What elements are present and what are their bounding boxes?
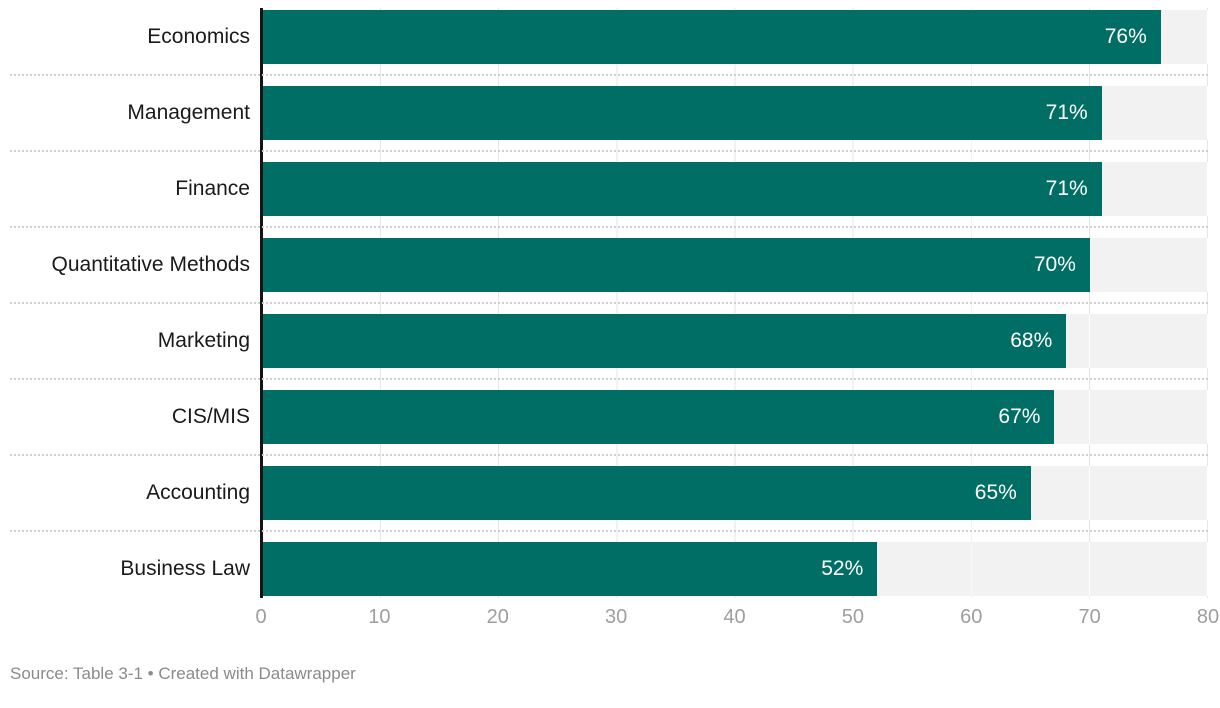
chart-row: Quantitative Methods 70% (10, 236, 1208, 312)
row-separator (10, 74, 1208, 76)
bar-value-label: 68% (1010, 329, 1053, 352)
bar[interactable]: 71% (263, 162, 1102, 216)
chart-row: Management 71% (10, 84, 1208, 160)
row-separator (10, 150, 1208, 152)
bar-value-label: 76% (1104, 25, 1147, 48)
bar-value-label: 52% (821, 557, 864, 580)
row-separator (10, 302, 1208, 304)
chart-row: Finance 71% (10, 160, 1208, 236)
row-separator (10, 226, 1208, 228)
category-label: Economics (147, 25, 250, 48)
plot-area: Economics 76% Management 71% Finance 71%… (10, 8, 1208, 598)
bar-track: 71% (263, 162, 1208, 216)
x-axis: 0 10 20 30 40 50 60 70 80 (255, 598, 1219, 638)
bar-value-label: 67% (998, 405, 1041, 428)
bar-value-label: 65% (974, 481, 1017, 504)
category-label: Marketing (157, 329, 250, 352)
bar[interactable]: 52% (263, 542, 878, 596)
x-tick-label: 80 (1196, 606, 1220, 628)
bar-track: 52% (263, 542, 1208, 596)
bar-value-label: 71% (1045, 101, 1088, 124)
bar[interactable]: 65% (263, 466, 1031, 520)
category-label: Accounting (146, 481, 250, 504)
row-separator (10, 378, 1208, 380)
x-tick-label: 60 (960, 606, 983, 628)
source-note: Source: Table 3-1 • Created with Datawra… (10, 664, 356, 683)
bar[interactable]: 68% (263, 314, 1067, 368)
x-tick-label: 10 (368, 606, 391, 628)
bar-track: 70% (263, 238, 1208, 292)
row-separator (10, 454, 1208, 456)
bar-track: 67% (263, 390, 1208, 444)
chart-row: Economics 76% (10, 8, 1208, 84)
bar[interactable]: 76% (263, 10, 1161, 64)
x-tick-label: 20 (486, 606, 509, 628)
chart-row: Business Law 52% (120, 540, 1208, 598)
chart-row: Marketing 68% (10, 312, 1208, 388)
bar-track: 71% (263, 86, 1208, 140)
bar-track: 76% (263, 10, 1208, 64)
x-tick-label: 50 (841, 606, 864, 628)
x-tick-label: 70 (1078, 606, 1101, 628)
bar[interactable]: 70% (263, 238, 1090, 292)
category-label: Quantitative Methods (51, 253, 250, 276)
chart-rows: Economics 76% Management 71% Finance 71%… (10, 8, 1208, 598)
x-tick-label: 0 (255, 606, 267, 628)
bar-value-label: 70% (1033, 253, 1076, 276)
chart-row: Accounting 65% (10, 464, 1208, 540)
x-tick-label: 40 (723, 606, 746, 628)
bar[interactable]: 67% (263, 390, 1055, 444)
category-label: Management (127, 101, 250, 124)
x-tick-label: 30 (605, 606, 628, 628)
category-label: Business Law (120, 557, 250, 580)
bar-chart: Economics 76% Management 71% Finance 71%… (10, 8, 1219, 638)
row-separator (10, 530, 1208, 532)
chart-row: CIS/MIS 67% (10, 388, 1208, 464)
bar-value-label: 71% (1045, 177, 1088, 200)
category-label: Finance (175, 177, 250, 200)
bar-track: 68% (263, 314, 1208, 368)
bar[interactable]: 71% (263, 86, 1102, 140)
category-label: CIS/MIS (171, 405, 250, 428)
bar-track: 65% (263, 466, 1208, 520)
